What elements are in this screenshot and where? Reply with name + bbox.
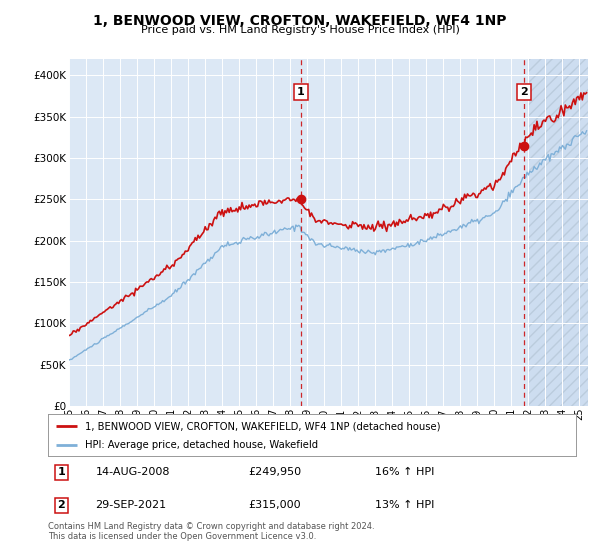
Text: 2: 2 xyxy=(58,500,65,510)
Text: 16% ↑ HPI: 16% ↑ HPI xyxy=(376,467,435,477)
Text: £315,000: £315,000 xyxy=(248,500,301,510)
Text: Price paid vs. HM Land Registry's House Price Index (HPI): Price paid vs. HM Land Registry's House … xyxy=(140,25,460,35)
Text: 13% ↑ HPI: 13% ↑ HPI xyxy=(376,500,435,510)
Text: 1: 1 xyxy=(58,467,65,477)
Text: 2: 2 xyxy=(520,87,528,97)
Bar xyxy=(529,59,588,406)
Text: HPI: Average price, detached house, Wakefield: HPI: Average price, detached house, Wake… xyxy=(85,440,318,450)
Text: 14-AUG-2008: 14-AUG-2008 xyxy=(95,467,170,477)
Text: Contains HM Land Registry data © Crown copyright and database right 2024.
This d: Contains HM Land Registry data © Crown c… xyxy=(48,522,374,542)
Bar xyxy=(529,59,588,406)
Text: 1: 1 xyxy=(297,87,305,97)
Text: 29-SEP-2021: 29-SEP-2021 xyxy=(95,500,167,510)
Text: £249,950: £249,950 xyxy=(248,467,302,477)
Text: 1, BENWOOD VIEW, CROFTON, WAKEFIELD, WF4 1NP (detached house): 1, BENWOOD VIEW, CROFTON, WAKEFIELD, WF4… xyxy=(85,421,440,431)
Text: 1, BENWOOD VIEW, CROFTON, WAKEFIELD, WF4 1NP: 1, BENWOOD VIEW, CROFTON, WAKEFIELD, WF4… xyxy=(93,14,507,28)
